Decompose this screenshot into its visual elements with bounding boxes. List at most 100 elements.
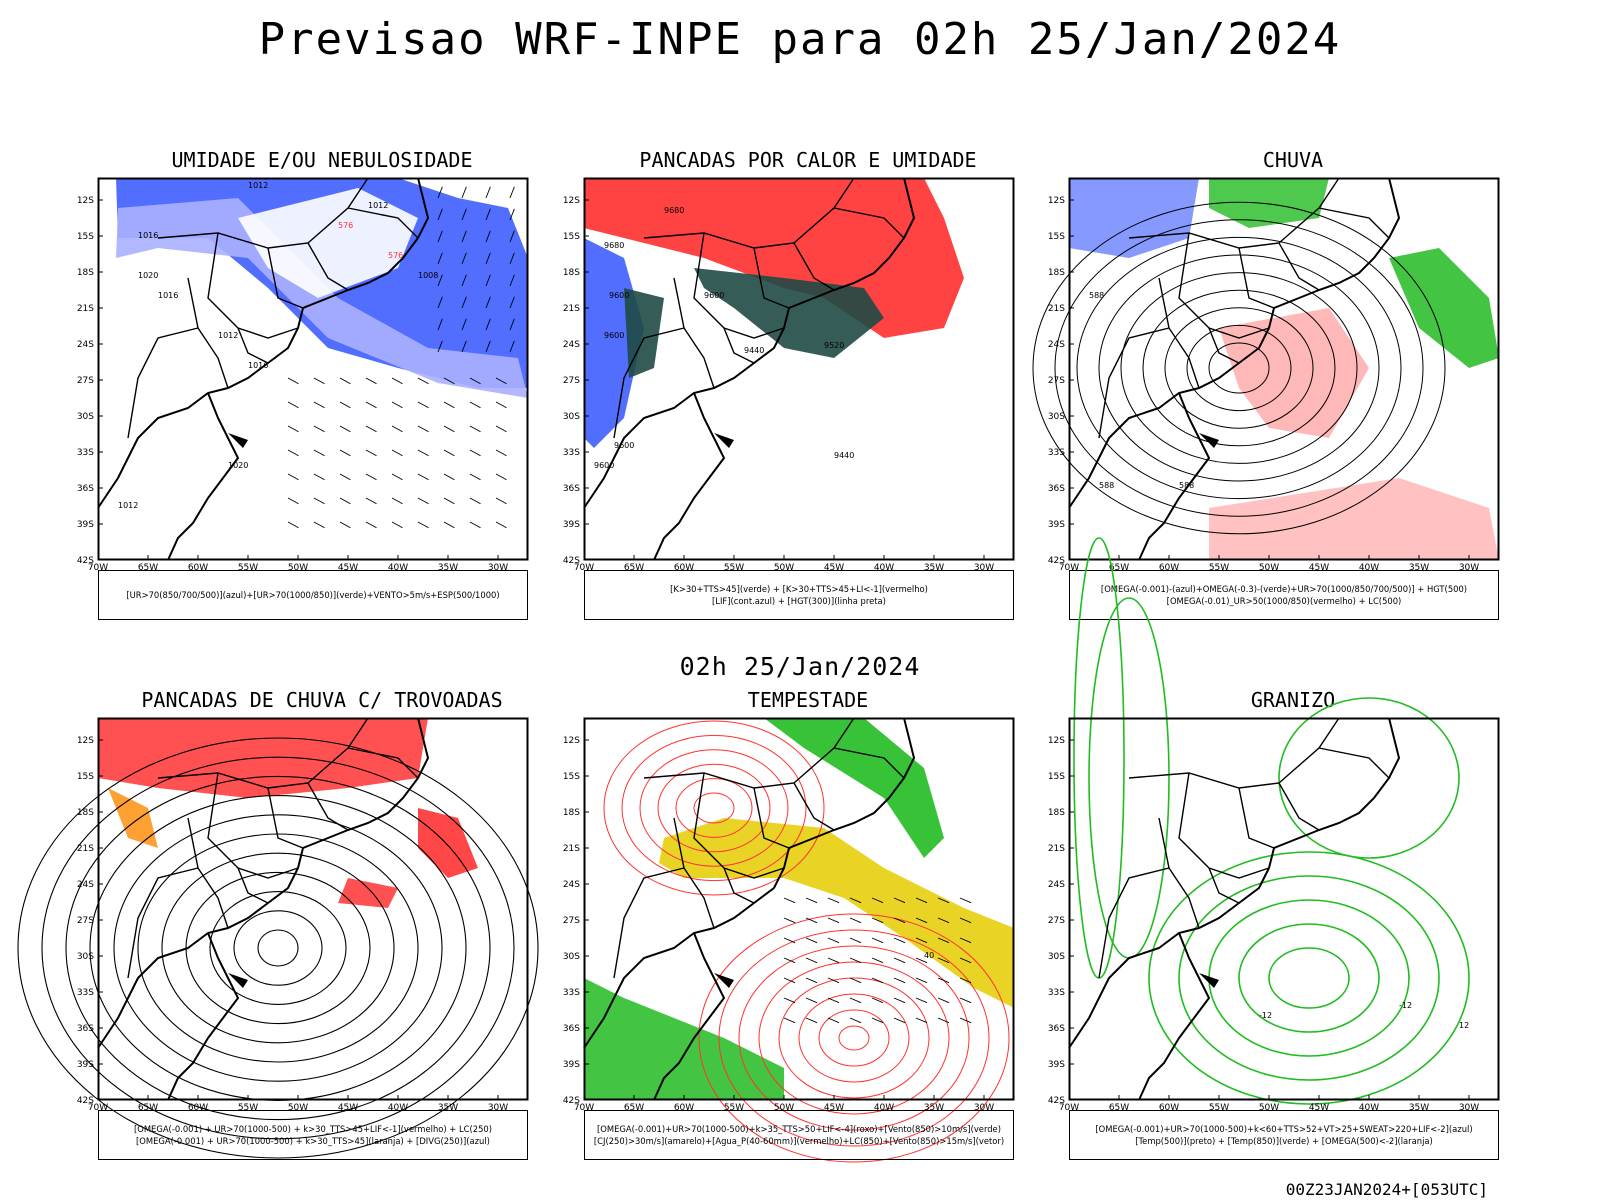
contour-label: 1012 <box>248 181 268 190</box>
wind-vector <box>495 497 507 505</box>
rain-green-area <box>1389 248 1499 368</box>
wind-vector <box>915 1017 928 1024</box>
wind-vector <box>287 377 299 385</box>
wind-vector <box>469 497 481 505</box>
lon-label: 35W <box>1409 1103 1429 1113</box>
lat-label: 18S <box>1048 808 1065 818</box>
lat-label: 42S <box>77 1096 94 1106</box>
wind-vector <box>893 1017 906 1024</box>
wind-vector <box>495 377 507 385</box>
fill-layer <box>1069 178 1499 560</box>
lat-label: 21S <box>1048 304 1065 314</box>
lon-label: 30W <box>488 563 508 573</box>
panel-legend: [K>30+TTS>45](verde) + [K>30+TTS>45+LI<-… <box>584 570 1014 620</box>
border-line <box>267 247 304 309</box>
wind-vector <box>849 977 862 984</box>
wind-vector <box>959 917 972 924</box>
panel-title: GRANIZO <box>1250 688 1336 712</box>
fill-layer <box>584 178 964 448</box>
contour-label: 1012 <box>118 501 138 510</box>
lon-label: 35W <box>1409 563 1429 573</box>
contour-label: -12 <box>1399 1001 1412 1010</box>
wind-vector <box>461 274 467 287</box>
border-line <box>613 327 685 439</box>
lat-label: 42S <box>563 556 580 566</box>
contour-label: 9600 <box>704 291 724 300</box>
coastline <box>97 717 430 1101</box>
contour-line <box>639 749 789 867</box>
wind-vector <box>461 318 467 331</box>
coastline-south <box>167 932 240 1101</box>
lat-label: 39S <box>563 520 580 530</box>
wind-vector <box>469 377 481 385</box>
wind-vectors <box>287 186 515 529</box>
lon-label: 70W <box>88 563 108 573</box>
lon-label: 65W <box>1109 1103 1129 1113</box>
lat-label: 18S <box>77 808 94 818</box>
contour-line <box>778 977 930 1099</box>
coastline-path <box>583 177 916 509</box>
wind-vector <box>485 186 491 199</box>
panel-legend: [UR>70(850/700/500)](azul)+[UR>70(1000/8… <box>98 570 528 620</box>
wind-vector <box>509 274 515 287</box>
wind-vector <box>391 401 403 409</box>
legend-line: [CJ(250)>30m/s](amarelo)+[Agua_P(40-60mm… <box>593 1136 1005 1146</box>
panel-title: UMIDADE E/OU NEBULOSIDADE <box>171 148 473 172</box>
border-line <box>307 242 349 291</box>
border-line <box>1238 247 1275 309</box>
wind-vector <box>937 1017 950 1024</box>
panel-legend: [OMEGA(-0.001)+UR>70(1000-500)+k>35_TTS>… <box>584 1110 1014 1160</box>
border-line <box>793 782 835 831</box>
wind-vector <box>509 230 515 243</box>
lat-label: 39S <box>1048 1060 1065 1070</box>
lon-label: 55W <box>724 563 744 573</box>
contour-line <box>1268 947 1350 1009</box>
border-line <box>1318 207 1390 239</box>
lon-label: 60W <box>1159 563 1179 573</box>
contour-line <box>1054 219 1424 517</box>
lon-label: 60W <box>1159 1103 1179 1113</box>
lat-label: 24S <box>77 880 94 890</box>
border-line <box>1238 787 1275 849</box>
wind-vector <box>827 997 840 1004</box>
contour-line <box>1076 236 1402 500</box>
lat-label: 30S <box>77 952 94 962</box>
wind-vector <box>443 377 455 385</box>
wind-vector <box>827 917 840 924</box>
wind-vector <box>469 401 481 409</box>
wind-vector <box>871 957 884 964</box>
lat-label: 39S <box>77 520 94 530</box>
wind-vector <box>339 497 351 505</box>
lat-label: 33S <box>77 448 94 458</box>
wind-vector <box>365 473 377 481</box>
wind-vector <box>959 997 972 1004</box>
wind-vector <box>495 521 507 529</box>
lon-label: 35W <box>924 1103 944 1113</box>
border-line <box>307 782 349 831</box>
contour-label: 9600 <box>594 461 614 470</box>
panel-legend: [OMEGA(-0.001)+UR>70(1000-500)+k<60+TTS>… <box>1069 1110 1499 1160</box>
wind-vector <box>959 937 972 944</box>
contour-line <box>1186 324 1292 412</box>
contour-labels: 40 <box>924 951 934 960</box>
wind-vector <box>313 497 325 505</box>
border-line <box>723 327 755 364</box>
coastline-path <box>583 717 916 1049</box>
wind-vector <box>469 449 481 457</box>
lat-label: 27S <box>1048 376 1065 386</box>
wind-vector <box>313 473 325 481</box>
lon-label: 35W <box>438 563 458 573</box>
lon-label: 55W <box>1209 563 1229 573</box>
wind-vector <box>461 296 467 309</box>
lat-label: 42S <box>1048 1096 1065 1106</box>
wind-vector <box>365 521 377 529</box>
wind-vector <box>339 449 351 457</box>
wind-vector <box>437 208 443 221</box>
wind-vector <box>849 937 862 944</box>
wind-vector <box>509 318 515 331</box>
contour-line <box>257 929 299 967</box>
lon-label: 45W <box>338 1103 358 1113</box>
lake-shape <box>714 973 734 988</box>
coastline-path <box>97 177 430 509</box>
